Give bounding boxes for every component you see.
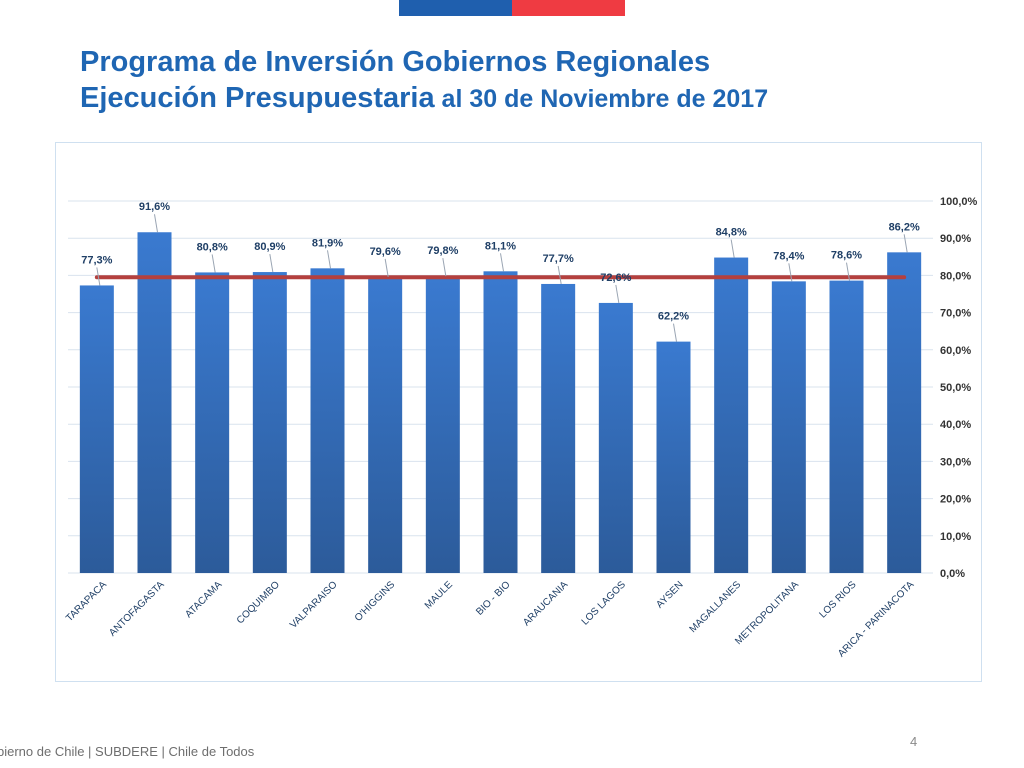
data-label-leader [327, 250, 331, 269]
x-tick-label: BIO - BIO [474, 579, 513, 618]
y-tick-label: 70,0% [940, 308, 971, 320]
page-title: Programa de Inversión Gobiernos Regional… [80, 44, 768, 117]
flag-red-stripe [512, 0, 625, 16]
x-tick-label: O'HIGGINS [353, 579, 398, 624]
data-label: 80,9% [254, 241, 285, 253]
bar-coquimbo [252, 272, 287, 573]
footer-text: bierno de Chile | SUBDERE | Chile de Tod… [0, 744, 255, 759]
title-line-1: Programa de Inversión Gobiernos Regional… [80, 46, 711, 78]
data-label: 91,6% [139, 201, 170, 213]
data-label-leader [384, 258, 389, 277]
data-label-leader [500, 253, 504, 272]
bar-atacama [195, 272, 230, 573]
bar-los-lagos [598, 302, 633, 573]
y-tick-label: 40,0% [940, 419, 971, 431]
bar-o-higgins [368, 276, 403, 573]
bar-metropolitana [771, 281, 806, 573]
bar-valparaiso [310, 268, 345, 573]
data-label: 80,8% [197, 241, 228, 253]
bar-araucania [541, 283, 576, 573]
data-label-leader [615, 284, 620, 304]
bar-antofagasta [137, 232, 172, 574]
data-label: 86,2% [889, 221, 920, 233]
y-tick-label: 10,0% [940, 531, 971, 543]
data-label: 79,8% [427, 245, 458, 257]
data-label: 77,3% [81, 254, 112, 266]
data-label-leader [154, 214, 158, 233]
data-label: 81,9% [312, 237, 343, 249]
x-tick-label: AYSEN [654, 579, 685, 610]
y-tick-label: 30,0% [940, 456, 971, 468]
x-tick-label: LOS RIOS [817, 579, 858, 620]
x-tick-label: ANTOFAGASTA [107, 579, 167, 639]
y-tick-label: 20,0% [940, 494, 971, 506]
title-line-2-rest: al 30 de Noviembre de 2017 [434, 85, 769, 113]
data-label: 78,4% [773, 250, 804, 262]
data-label-leader [788, 263, 793, 282]
y-tick-label: 50,0% [940, 382, 971, 394]
data-label-leader [211, 254, 216, 273]
x-tick-label: MAULE [423, 579, 455, 611]
x-tick-label: COQUIMBO [235, 579, 282, 626]
data-label: 77,7% [543, 253, 574, 265]
x-tick-label: ARAUCANIA [521, 579, 570, 628]
data-label: 81,1% [485, 240, 516, 252]
bar-maule [425, 276, 460, 573]
x-tick-label: METROPOLITANA [733, 579, 801, 647]
data-label-leader [903, 234, 908, 253]
y-tick-label: 60,0% [940, 345, 971, 357]
data-label: 84,8% [716, 227, 747, 239]
bar-los-rios [829, 280, 864, 573]
data-label-leader [442, 258, 447, 277]
data-label-leader [846, 262, 850, 281]
x-tick-label: TARAPACA [64, 579, 109, 624]
x-tick-label: LOS LAGOS [580, 579, 628, 627]
chart-frame: 0,0% 10,0% 20,0% 30,0% 40,0% 50,0% 60,0% 70,0% 8… [55, 142, 982, 682]
flag-blue-stripe [399, 0, 512, 16]
x-tick-label: ATACAMA [183, 579, 224, 620]
x-tick-label: VALPARAISO [288, 579, 340, 631]
bar-tarapaca [79, 285, 114, 573]
data-label: 79,6% [370, 246, 401, 258]
bar-magallanes [714, 257, 749, 573]
title-line-2: Ejecución Presupuestaria al 30 de Noviem… [80, 80, 768, 117]
x-tick-label: MAGALLANES [688, 579, 744, 635]
data-label-leader [269, 253, 274, 273]
y-tick-label: 80,0% [940, 270, 971, 282]
data-label-leader [673, 323, 677, 342]
y-tick-label: 0,0% [940, 568, 965, 580]
bar-bio-bio [483, 271, 518, 573]
data-label-leader [557, 265, 562, 285]
bar-aysen [656, 341, 691, 573]
page-number: 4 [910, 734, 918, 749]
title-line-2-bold: Ejecución Presupuestaria [80, 82, 435, 114]
data-label: 62,2% [658, 311, 689, 323]
data-label-leader [96, 267, 101, 286]
data-label: 72,6% [600, 272, 631, 284]
y-tick-label: 100,0% [940, 196, 978, 208]
data-label: 78,6% [831, 250, 862, 262]
bar-chart: 0,0% 10,0% 20,0% 30,0% 40,0% 50,0% 60,0% 70,0% 8… [64, 196, 978, 660]
y-tick-label: 90,0% [940, 233, 971, 245]
bar-arica-parinacota [887, 252, 922, 573]
data-label-leader [730, 239, 735, 258]
